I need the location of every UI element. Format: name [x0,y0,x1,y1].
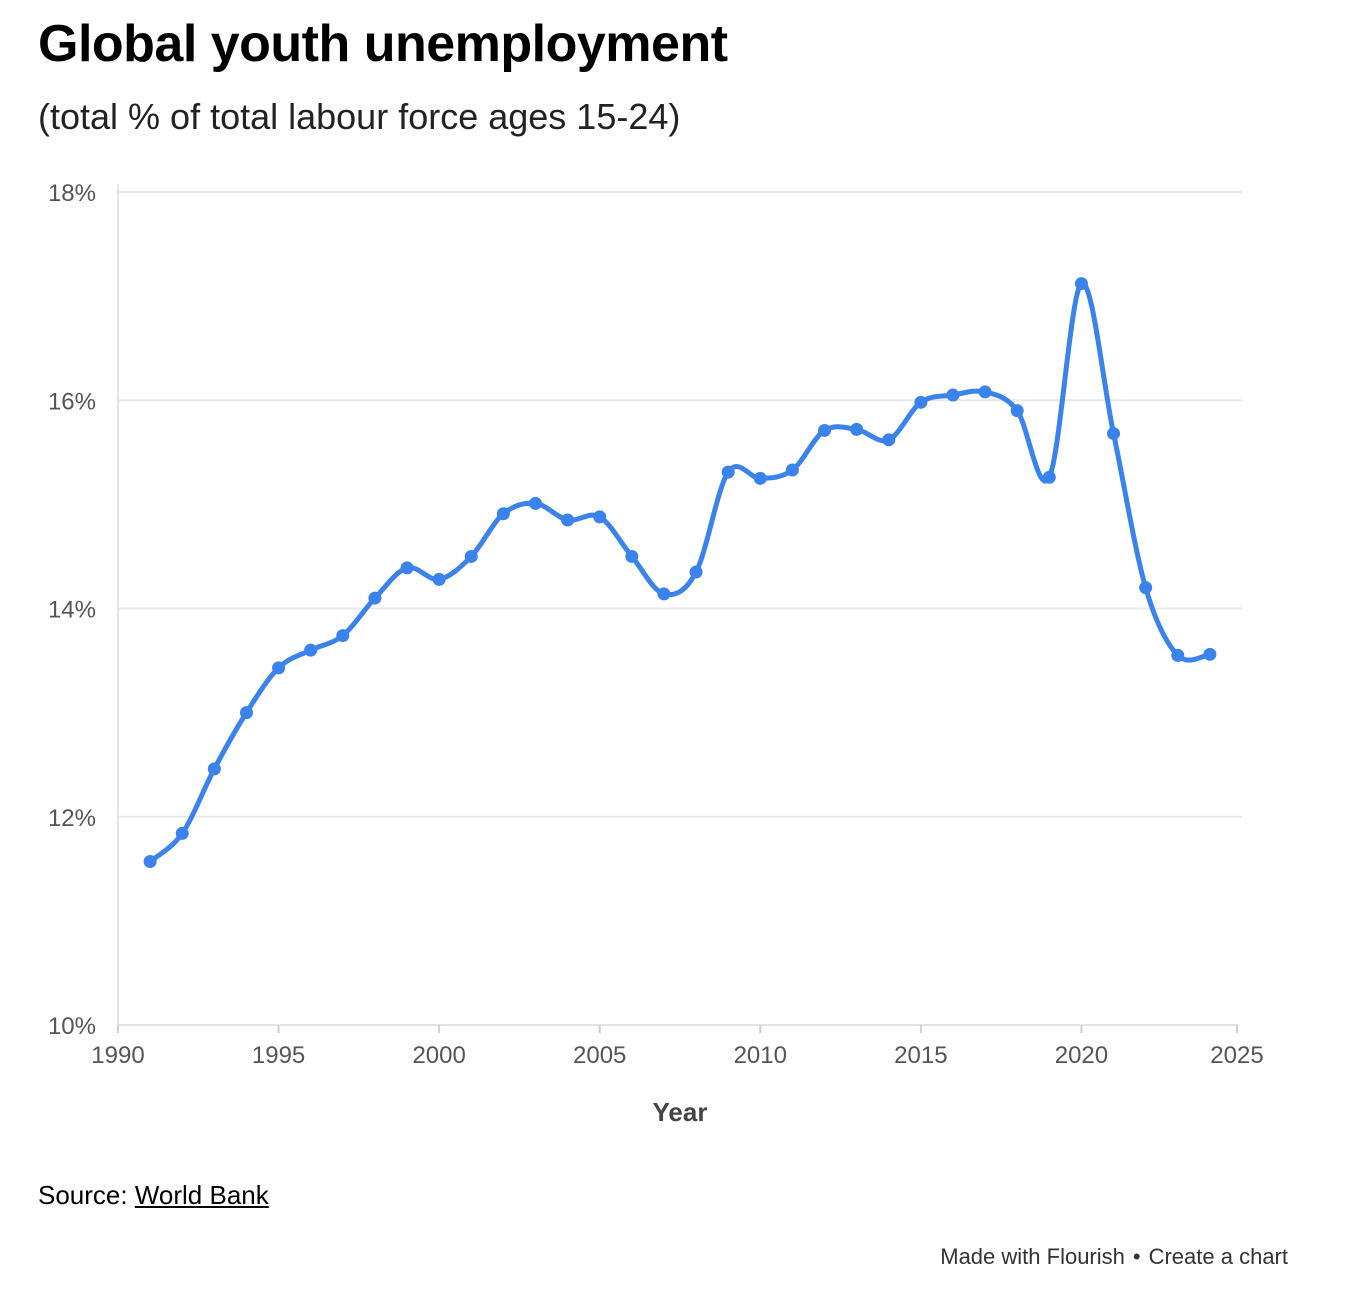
data-point-1997[interactable] [336,629,350,643]
source-note: Source: World Bank [38,1180,269,1211]
data-point-2005[interactable] [593,510,607,524]
x-tick-labels: 1990 1995 2000 2005 2010 2015 2020 2025 [91,1042,1263,1069]
data-point-2000[interactable] [432,572,446,586]
y-tick-18: 18% [48,180,96,207]
x-tick-2025: 2025 [1210,1042,1263,1069]
data-point-1993[interactable] [207,762,221,776]
source-link[interactable]: World Bank [134,1180,269,1210]
data-point-1994[interactable] [239,706,253,720]
data-point-2017[interactable] [978,385,992,399]
footer-separator: • [1132,1244,1141,1269]
line-chart: 10% 12% 14% 16% 18% 1990 1995 2000 2005 2010 2015… [48,180,1264,1127]
grid-lines [118,191,1242,818]
made-with-flourish-link[interactable]: Made with Flourish [940,1244,1125,1269]
source-prefix: Source: [38,1180,128,1210]
y-tick-labels: 10% 12% 14% 16% 18% [48,180,96,1040]
data-point-2024[interactable] [1203,647,1217,661]
x-tick-2020: 2020 [1055,1042,1108,1069]
data-point-2015[interactable] [914,395,928,409]
data-point-1996[interactable] [304,643,318,657]
series-line [147,281,1213,865]
y-tick-12: 12% [48,805,96,832]
data-point-1992[interactable] [175,826,189,840]
x-tick-2000: 2000 [412,1042,465,1069]
data-point-2018[interactable] [1010,404,1024,418]
data-point-2013[interactable] [850,422,864,436]
x-tick-1995: 1995 [252,1042,305,1069]
chart-subtitle: (total % of total labour force ages 15-2… [38,96,681,137]
data-point-1991[interactable] [143,855,157,869]
axes [117,184,1238,1033]
data-point-2006[interactable] [625,549,639,563]
data-point-2003[interactable] [528,496,542,510]
data-point-2002[interactable] [496,507,510,521]
y-tick-16: 16% [48,388,96,415]
x-tick-2005: 2005 [573,1042,626,1069]
y-tick-10: 10% [48,1013,96,1040]
x-tick-2010: 2010 [734,1042,787,1069]
data-point-2020[interactable] [1074,277,1088,291]
x-tick-2015: 2015 [894,1042,947,1069]
x-axis-label: Year [653,1097,708,1127]
data-point-2007[interactable] [657,587,671,601]
data-point-2009[interactable] [721,465,735,479]
data-point-2008[interactable] [689,565,703,579]
data-point-2012[interactable] [818,423,832,437]
data-point-1999[interactable] [400,561,414,575]
create-chart-link[interactable]: Create a chart [1148,1244,1288,1269]
data-point-2019[interactable] [1042,470,1056,484]
data-point-2022[interactable] [1139,581,1153,595]
data-point-2004[interactable] [561,513,575,527]
data-point-2001[interactable] [464,549,478,563]
data-points [143,277,1217,869]
data-point-2011[interactable] [785,463,799,477]
data-point-2021[interactable] [1107,427,1121,441]
data-point-2016[interactable] [946,388,960,402]
data-point-1995[interactable] [272,661,286,675]
data-point-2010[interactable] [753,471,767,485]
x-tick-1990: 1990 [91,1042,144,1069]
data-point-1998[interactable] [368,591,382,605]
data-point-2023[interactable] [1171,648,1185,662]
flourish-footer: Made with Flourish • Create a chart [940,1244,1288,1270]
data-point-2014[interactable] [882,433,896,447]
y-tick-14: 14% [48,597,96,624]
chart-title: Global youth unemployment [38,15,728,73]
